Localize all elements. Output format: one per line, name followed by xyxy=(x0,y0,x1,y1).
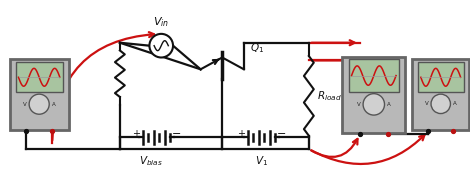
Bar xyxy=(418,62,464,92)
Text: $R_{load}$: $R_{load}$ xyxy=(317,89,341,103)
Text: V: V xyxy=(23,102,27,107)
Text: A: A xyxy=(387,102,391,107)
Text: V: V xyxy=(425,101,429,106)
Circle shape xyxy=(363,94,384,115)
Circle shape xyxy=(29,94,49,114)
Text: +: + xyxy=(132,129,140,139)
Text: V: V xyxy=(357,102,361,107)
Text: −: − xyxy=(277,129,286,139)
Text: A: A xyxy=(453,101,456,106)
Bar xyxy=(16,62,63,92)
Text: A: A xyxy=(52,102,55,107)
Text: −: − xyxy=(172,129,181,139)
Bar xyxy=(9,59,69,130)
Circle shape xyxy=(149,34,173,58)
Text: $Q_1$: $Q_1$ xyxy=(250,41,264,55)
Text: $V_1$: $V_1$ xyxy=(255,154,268,168)
Bar xyxy=(342,56,405,133)
Text: +: + xyxy=(237,129,246,139)
Bar xyxy=(348,59,399,92)
Text: $V_{in}$: $V_{in}$ xyxy=(153,15,169,29)
Circle shape xyxy=(431,94,450,114)
Bar xyxy=(412,59,469,130)
Text: $V_{bias}$: $V_{bias}$ xyxy=(139,154,163,168)
